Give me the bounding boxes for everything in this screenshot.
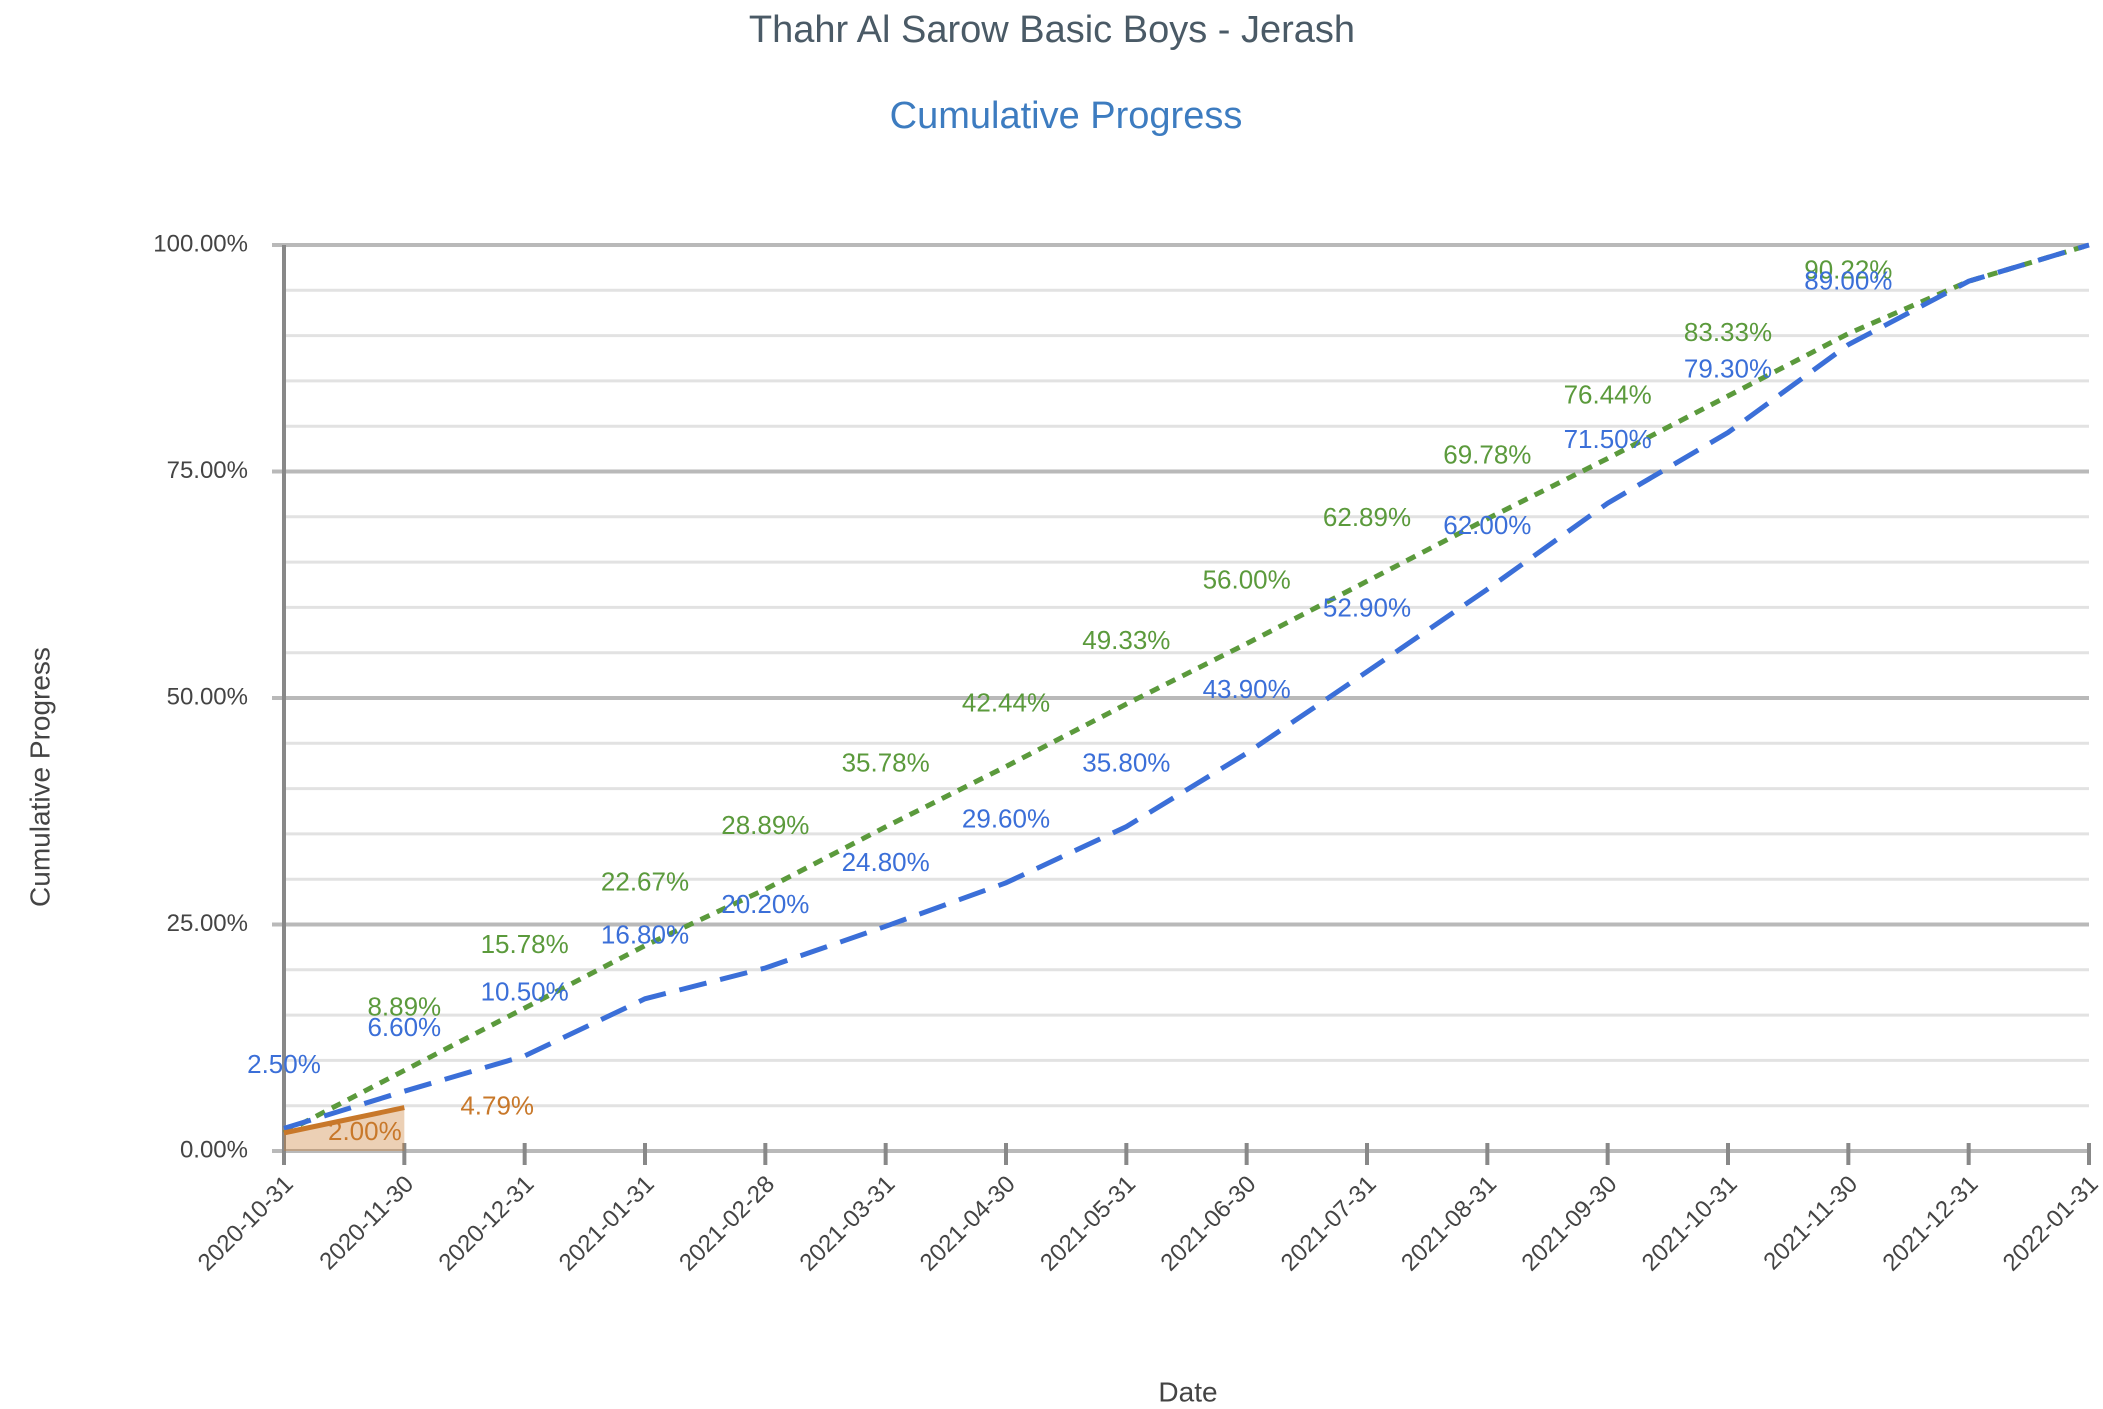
data-label: 24.80% — [842, 847, 930, 877]
x-tick-label: 2020-12-31 — [433, 1171, 539, 1277]
x-tick-label: 2021-12-31 — [1877, 1171, 1983, 1277]
series-line — [282, 242, 2090, 1136]
data-label: 20.20% — [721, 889, 809, 919]
chart-title: Thahr Al Sarow Basic Boys - Jerash — [749, 9, 1355, 51]
x-tick-label: 2021-07-31 — [1276, 1171, 1382, 1277]
data-label: 49.33% — [1082, 625, 1170, 655]
data-label: 35.78% — [842, 748, 930, 778]
data-label: 28.89% — [721, 810, 809, 840]
data-label: 71.50% — [1564, 424, 1652, 454]
series-area — [284, 1107, 405, 1151]
x-tick-label: 2021-04-30 — [915, 1171, 1021, 1277]
data-label: 8.89% — [367, 991, 441, 1021]
data-label: 22.67% — [601, 866, 689, 896]
data-label: 2.00% — [328, 1116, 402, 1146]
data-label: 6.60% — [367, 1012, 441, 1042]
x-tick-label: 2021-10-31 — [1637, 1171, 1743, 1277]
chart-subtitle: Cumulative Progress — [890, 95, 1243, 137]
y-tick-label: 50.00% — [167, 683, 248, 710]
y-tick-label: 0.00% — [180, 1136, 248, 1163]
data-label: 62.89% — [1323, 502, 1411, 532]
y-tick-label: 75.00% — [167, 457, 248, 484]
x-tick-label: 2021-06-30 — [1155, 1171, 1261, 1277]
x-tick-label: 2021-01-31 — [554, 1171, 660, 1277]
data-label: 90.22% — [1804, 254, 1892, 284]
x-axis-title: Date — [1158, 1376, 1217, 1407]
series-line — [283, 1105, 405, 1136]
x-tick-label: 2021-09-30 — [1516, 1171, 1622, 1277]
x-tick-label: 2021-11-30 — [1758, 1171, 1863, 1276]
x-tick-label: 2021-05-31 — [1035, 1171, 1141, 1277]
data-label: 62.00% — [1443, 510, 1531, 540]
x-tick-label: 2021-03-31 — [794, 1171, 900, 1277]
data-label: 79.30% — [1684, 353, 1772, 383]
y-tick-label: 100.00% — [153, 230, 248, 257]
data-label: 89.00% — [1804, 266, 1892, 296]
data-label: 15.78% — [481, 929, 569, 959]
data-label: 29.60% — [962, 804, 1050, 834]
data-label: 2.50% — [247, 1049, 321, 1079]
data-label: 43.90% — [1203, 674, 1291, 704]
data-label: 76.44% — [1564, 379, 1652, 409]
data-label: 56.00% — [1203, 565, 1291, 595]
x-tick-label: 2021-08-31 — [1396, 1171, 1502, 1277]
data-label: 10.50% — [481, 977, 569, 1007]
data-label: 42.44% — [962, 687, 1050, 717]
x-tick-label: 2020-10-31 — [193, 1171, 299, 1277]
data-label: 16.80% — [601, 920, 689, 950]
series-line — [283, 242, 2090, 1131]
y-tick-label: 25.00% — [167, 910, 248, 937]
x-tick-label: 2020-11-30 — [314, 1171, 419, 1276]
data-label: 52.90% — [1323, 593, 1411, 623]
data-label: 69.78% — [1443, 440, 1531, 470]
data-label: 4.79% — [460, 1090, 534, 1120]
data-label: 83.33% — [1684, 317, 1772, 347]
x-tick-label: 2022-01-31 — [1998, 1171, 2103, 1277]
x-tick-label: 2021-02-28 — [674, 1171, 780, 1277]
data-label: 35.80% — [1082, 748, 1170, 778]
y-axis-title: Cumulative Progress — [24, 647, 55, 907]
